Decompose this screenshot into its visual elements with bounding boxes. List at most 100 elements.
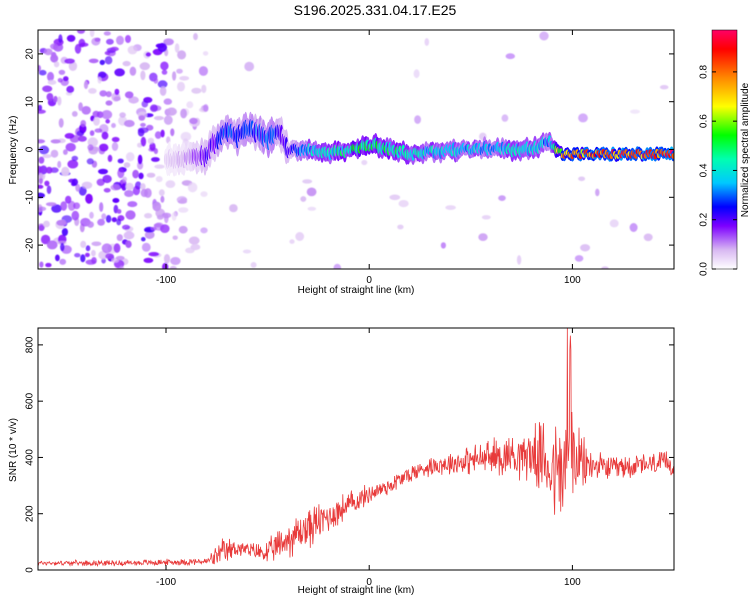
- spectral-noise-blob: [141, 242, 151, 252]
- spectral-noise-blob: [414, 115, 421, 124]
- y-tick-label: 0: [25, 567, 36, 573]
- spectrogram-x-label: Height of straight line (km): [298, 285, 415, 296]
- spectral-noise-blob: [38, 104, 43, 111]
- spectral-noise-blob: [397, 224, 404, 230]
- spectral-noise-blob: [57, 160, 62, 169]
- spectral-noise-blob: [145, 52, 151, 57]
- spectral-noise-blob: [153, 77, 159, 84]
- figure-title: S196.2025.331.04.17.E25: [293, 2, 457, 18]
- spectral-noise-blob: [140, 70, 146, 81]
- spectral-noise-blob: [58, 69, 66, 75]
- spectral-noise-blob: [38, 184, 44, 189]
- spectral-noise-blob: [112, 198, 120, 203]
- spectral-noise-blob: [125, 35, 131, 43]
- spectral-noise-blob: [659, 85, 669, 90]
- spectral-noise-blob: [50, 149, 59, 158]
- spectral-noise-blob: [164, 213, 169, 224]
- spectral-noise-blob: [178, 207, 189, 213]
- spectral-noise-blob: [38, 177, 43, 185]
- spectral-noise-blob: [105, 91, 112, 98]
- spectral-noise-blob: [103, 31, 111, 36]
- spectral-noise-blob: [45, 166, 53, 174]
- spectral-noise-blob: [58, 34, 63, 44]
- spectral-noise-blob: [81, 181, 93, 189]
- spectral-noise-blob: [115, 255, 125, 261]
- spectral-noise-blob: [67, 159, 79, 169]
- spectral-noise-blob: [189, 117, 198, 125]
- colorbar-tick-label: 0.6: [699, 114, 710, 128]
- spectral-noise-blob: [77, 135, 87, 142]
- spectral-noise-blob: [42, 154, 52, 159]
- spectral-noise-blob: [361, 159, 368, 166]
- spectral-noise-blob: [40, 165, 48, 175]
- spectral-noise-blob: [159, 86, 167, 96]
- spectral-noise-blob: [250, 262, 257, 268]
- spectral-noise-blob: [132, 169, 139, 179]
- spectral-noise-blob: [53, 95, 58, 103]
- spectral-noise-blob: [144, 213, 153, 219]
- spectral-noise-blob: [60, 242, 65, 252]
- spectral-noise-blob: [180, 131, 192, 142]
- spectral-noise-blob: [445, 205, 456, 211]
- spectral-noise-blob: [60, 201, 68, 211]
- spectral-noise-blob: [149, 104, 158, 112]
- x-tick-label: -100: [156, 275, 176, 286]
- spectral-noise-blob: [163, 38, 174, 46]
- spectral-noise-blob: [40, 234, 51, 245]
- spectral-noise-blob: [107, 154, 113, 162]
- spectral-noise-blob: [124, 190, 134, 197]
- spectral-noise-blob: [88, 88, 97, 94]
- spectral-noise-blob: [307, 206, 317, 211]
- spectral-noise-blob: [170, 128, 175, 137]
- spectral-noise-blob: [306, 187, 317, 197]
- spectral-noise-blob: [38, 145, 50, 155]
- spectral-noise-blob: [161, 69, 168, 75]
- spectral-noise-blob: [102, 174, 112, 184]
- spectral-noise-blob: [202, 51, 209, 56]
- spectral-noise-blob: [59, 258, 67, 265]
- spectral-noise-blob: [124, 91, 134, 99]
- ridge-core: [671, 153, 674, 159]
- spectral-noise-blob: [122, 176, 127, 182]
- spectral-noise-blob: [137, 154, 143, 165]
- spectral-noise-blob: [99, 90, 107, 97]
- spectral-noise-blob: [155, 176, 163, 183]
- spectral-noise-blob: [141, 237, 146, 242]
- spectral-noise-blob: [74, 43, 82, 54]
- spectral-noise-blob: [78, 102, 83, 111]
- spectral-noise-blob: [165, 180, 176, 189]
- spectral-noise-blob: [163, 98, 172, 105]
- spectral-noise-blob: [300, 196, 307, 202]
- spectral-noise-blob: [179, 76, 190, 81]
- x-tick-label: 100: [564, 577, 581, 588]
- spectral-noise-blob: [139, 62, 150, 71]
- spectral-noise-blob: [91, 241, 102, 247]
- spectral-noise-blob: [333, 263, 342, 269]
- y-tick-label: 0: [25, 146, 36, 152]
- spectral-noise-blob: [176, 68, 183, 74]
- spectral-noise-blob: [111, 123, 116, 128]
- spectral-noise-blob: [188, 236, 200, 245]
- spectral-noise-blob: [424, 38, 430, 46]
- spectral-noise-blob: [121, 183, 127, 191]
- spectral-noise-blob: [81, 106, 91, 115]
- spectral-noise-blob: [83, 80, 89, 90]
- spectral-noise-blob: [50, 43, 59, 50]
- spectral-noise-blob: [166, 107, 177, 116]
- spectral-noise-blob: [98, 71, 107, 79]
- spectral-noise-blob: [578, 113, 588, 123]
- spectral-noise-blob: [198, 66, 208, 76]
- spectral-noise-blob: [122, 224, 131, 230]
- spectral-noise-blob: [125, 210, 136, 220]
- spectral-noise-blob: [398, 200, 409, 208]
- spectral-noise-blob: [105, 100, 113, 106]
- colorbar-tick-label: 0.0: [699, 262, 710, 276]
- spectral-noise-blob: [80, 120, 87, 127]
- spectral-noise-blob: [163, 253, 171, 264]
- spectral-noise-blob: [39, 261, 44, 268]
- spectral-noise-blob: [97, 76, 102, 84]
- spectral-noise-blob: [160, 224, 170, 234]
- spectral-noise-blob: [75, 183, 81, 192]
- spectral-noise-blob: [114, 68, 125, 77]
- spectral-noise-blob: [158, 189, 165, 197]
